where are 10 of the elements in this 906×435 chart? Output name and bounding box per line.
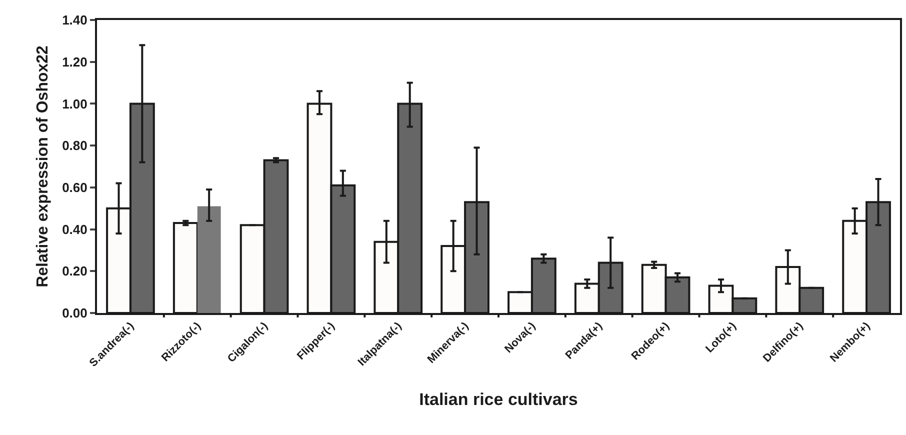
- y-tick-label: 1.20: [62, 54, 88, 70]
- y-tick-label: 1.40: [62, 12, 88, 28]
- y-tick-label: 0.80: [62, 138, 88, 154]
- y-axis-title: Relative expression of Oshox22: [34, 45, 52, 288]
- y-tick-label: 0.00: [62, 306, 88, 321]
- y-tick-label: 0.60: [62, 180, 88, 195]
- y-tick-label: 0.40: [62, 222, 88, 237]
- y-tick-label: 0.20: [62, 264, 88, 279]
- y-tick-label: 1.00: [62, 96, 88, 112]
- x-axis-title: Italian rice cultivars: [419, 390, 578, 410]
